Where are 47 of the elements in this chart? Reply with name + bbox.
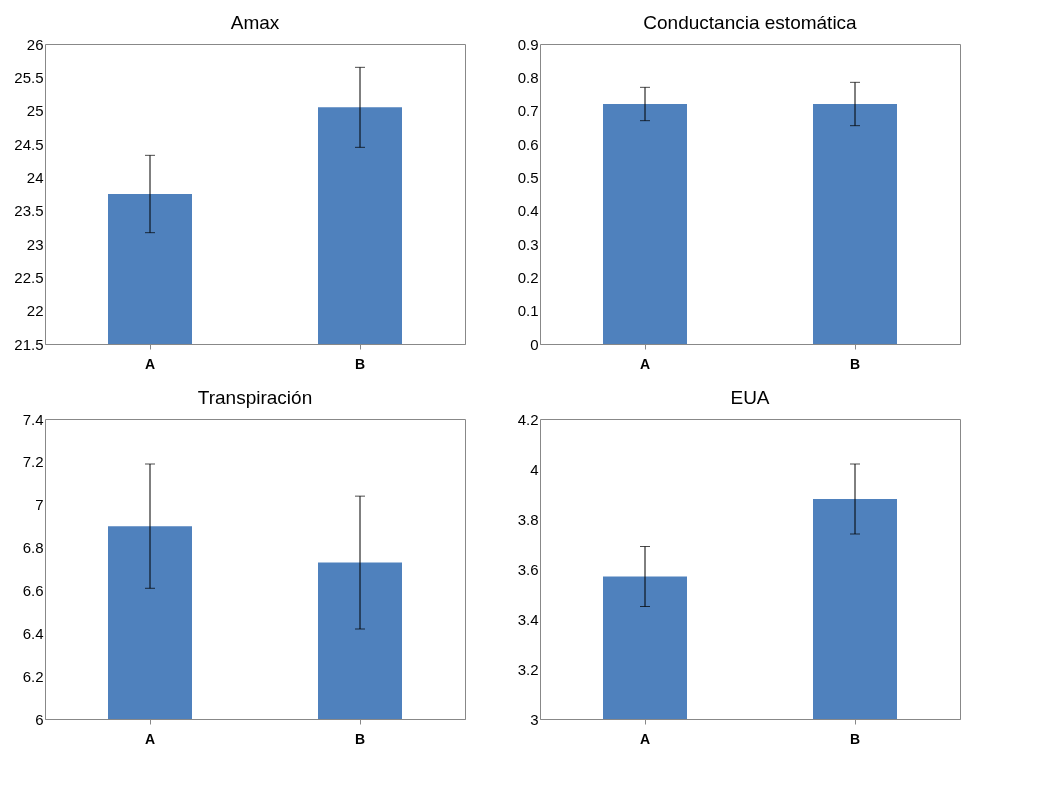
y-tick-label: 24.5 (14, 135, 44, 153)
y-tick-label: 3.6 (517, 560, 539, 578)
chart-title: Amax (230, 12, 280, 33)
y-tick-label: 0.1 (517, 302, 539, 320)
x-tick-label: A (144, 730, 156, 747)
y-tick-label: 0.5 (517, 168, 539, 186)
chart-title: Transpiración (197, 387, 313, 408)
y-tick-label: 6.8 (22, 539, 44, 557)
y-tick-label: 0.6 (517, 135, 539, 153)
y-tick-label: 0.4 (517, 202, 539, 220)
x-tick-label: B (354, 355, 366, 372)
x-tick-label: B (849, 355, 861, 372)
y-tick-label: 22 (26, 302, 44, 320)
y-tick-label: 23.5 (14, 202, 44, 220)
y-tick-label: 0.2 (517, 268, 539, 286)
y-tick-label: 3.4 (517, 610, 539, 628)
y-tick-label: 3.2 (517, 660, 539, 678)
y-tick-label: 3 (530, 710, 539, 728)
y-tick-label: 4 (530, 460, 539, 478)
x-tick-label: A (639, 355, 651, 372)
y-tick-label: 6.4 (22, 624, 44, 642)
y-tick-label: 7.4 (22, 410, 44, 428)
y-tick-label: 0.3 (517, 235, 539, 253)
y-tick-label: 6.6 (22, 581, 44, 599)
y-tick-label: 7.2 (22, 453, 44, 471)
chart-title: Conductancia estomática (643, 12, 858, 33)
x-tick-label: A (144, 355, 156, 372)
chart-title: EUA (730, 387, 770, 408)
y-tick-label: 21.5 (14, 335, 44, 353)
x-tick-label: B (354, 730, 366, 747)
y-tick-label: 6.2 (22, 667, 44, 685)
y-tick-label: 26 (26, 35, 44, 53)
y-tick-label: 7 (35, 496, 44, 514)
y-tick-label: 0.9 (517, 35, 539, 53)
y-tick-label: 4.2 (517, 410, 539, 428)
y-tick-label: 25.5 (14, 68, 44, 86)
y-tick-label: 23 (26, 235, 44, 253)
y-tick-label: 0 (530, 335, 539, 353)
x-tick-label: B (849, 730, 861, 747)
y-tick-label: 6 (35, 710, 44, 728)
y-tick-label: 24 (26, 168, 44, 186)
y-tick-label: 22.5 (14, 268, 44, 286)
y-tick-label: 0.8 (517, 68, 539, 86)
y-tick-label: 3.8 (517, 510, 539, 528)
x-tick-label: A (639, 730, 651, 747)
y-tick-label: 0.7 (517, 102, 539, 120)
y-tick-label: 25 (26, 102, 44, 120)
